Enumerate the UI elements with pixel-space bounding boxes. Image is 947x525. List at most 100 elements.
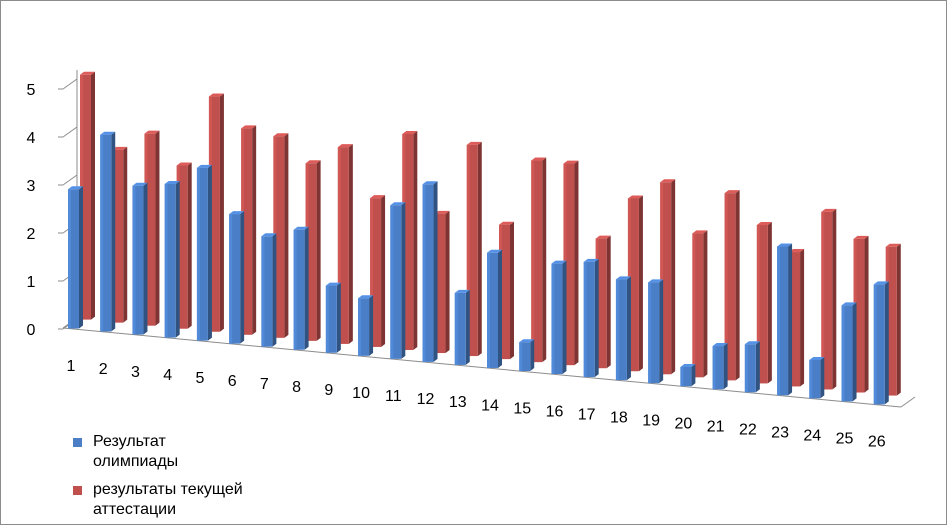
bar-top <box>680 364 696 368</box>
bar-side <box>864 235 869 393</box>
bar-side <box>316 160 321 341</box>
bar-top <box>176 162 192 166</box>
bar-highlight <box>583 261 587 378</box>
bar-series-1 <box>841 302 857 402</box>
x-tick-label: 11 <box>385 388 402 405</box>
bar-series-1 <box>777 243 793 396</box>
bar-series-1 <box>487 249 502 368</box>
bar-front <box>615 279 627 381</box>
bar-side <box>510 221 514 360</box>
bar-series-1 <box>325 282 341 353</box>
bar-front <box>583 261 595 378</box>
bar-top <box>563 160 579 164</box>
bar-series-1 <box>390 202 406 359</box>
bar-side <box>703 230 708 378</box>
bar-front <box>648 282 660 384</box>
bar-front <box>821 211 833 390</box>
x-tick-label: 10 <box>352 385 370 402</box>
bar-front <box>809 359 821 399</box>
bar-front <box>402 133 414 350</box>
bar-front <box>370 198 382 347</box>
bar-side <box>691 364 696 387</box>
bar-side <box>252 125 257 335</box>
bar-front <box>422 184 434 362</box>
bar-side <box>91 71 95 320</box>
bar-side <box>143 182 148 335</box>
x-tick-label: 22 <box>739 422 757 439</box>
bar-highlight <box>777 246 781 396</box>
bar-side <box>820 356 825 399</box>
bar-side <box>207 164 212 341</box>
bar-highlight <box>519 342 523 372</box>
bar-series-1 <box>68 186 83 329</box>
bar-side <box>606 235 611 369</box>
bar-side <box>272 233 277 347</box>
bar-highlight <box>196 167 200 341</box>
bar-top <box>68 186 83 190</box>
bar-top <box>208 93 224 97</box>
bar-top <box>434 210 450 214</box>
x-tick-label: 26 <box>868 434 886 451</box>
x-tick-label: 1 <box>67 358 76 375</box>
bar-side <box>381 195 386 347</box>
bar-series-1 <box>293 226 309 350</box>
bar-front <box>68 189 79 329</box>
bar-top <box>531 157 547 161</box>
bar-front <box>305 163 317 341</box>
bar-highlight <box>809 359 813 399</box>
bar-highlight <box>293 229 297 350</box>
bar-highlight <box>744 344 748 393</box>
bar-top <box>293 226 309 230</box>
bar-top <box>112 146 128 150</box>
bar-series-1 <box>454 289 470 365</box>
bar-series-1 <box>358 295 374 356</box>
x-tick-label: 16 <box>546 403 564 420</box>
x-tick-label: 8 <box>292 379 301 396</box>
bar-top <box>756 222 772 226</box>
bar-front <box>531 160 543 363</box>
x-tick-label: 25 <box>836 431 854 448</box>
y-tick-depth-mark <box>62 78 78 90</box>
bar-top <box>80 71 95 75</box>
y-tick-label: 4 <box>27 130 36 147</box>
bar-side <box>433 181 438 362</box>
bar-top <box>196 164 212 168</box>
x-tick-label: 15 <box>513 400 531 417</box>
bar-front <box>680 367 692 387</box>
bar-highlight <box>680 367 684 387</box>
bar-series-1 <box>583 258 599 378</box>
bar-side <box>671 179 676 375</box>
y-axis-ticks: 0 1 2 3 4 5 <box>27 78 78 339</box>
x-tick-label: 24 <box>803 428 821 445</box>
bar-side <box>852 302 857 402</box>
bar-side <box>498 249 502 368</box>
x-axis-labels: 1 2 3 4 5 6 7 8 9 10 11 12 13 14 15 16 17 18 19 20 21 22 23 24 2… <box>67 358 886 451</box>
bar-side <box>788 243 793 396</box>
bar-highlight <box>325 285 329 353</box>
bar-series-1 <box>422 181 438 362</box>
bar-highlight <box>660 182 664 375</box>
bar-top <box>724 190 740 194</box>
bar-top <box>305 160 321 164</box>
bar-front <box>261 236 273 347</box>
bar-series-1 <box>196 164 212 341</box>
bar-front <box>112 149 124 323</box>
bar-highlight <box>821 211 825 390</box>
bar-side <box>884 281 889 405</box>
bar-top <box>519 339 535 343</box>
bar-side <box>896 243 901 396</box>
bar-highlight <box>68 189 71 329</box>
bar-highlight <box>100 134 104 332</box>
bar-side <box>530 339 535 372</box>
bar-front <box>358 298 370 356</box>
x-tick-label: 18 <box>610 409 628 426</box>
x-axis-line <box>62 327 902 408</box>
bar-side <box>767 222 772 384</box>
bar-top <box>466 141 482 145</box>
bar-highlight <box>873 284 877 405</box>
bar-top <box>358 295 374 299</box>
bar-side <box>594 258 599 378</box>
bar-top <box>422 181 438 185</box>
floor-right-edge <box>900 396 916 408</box>
